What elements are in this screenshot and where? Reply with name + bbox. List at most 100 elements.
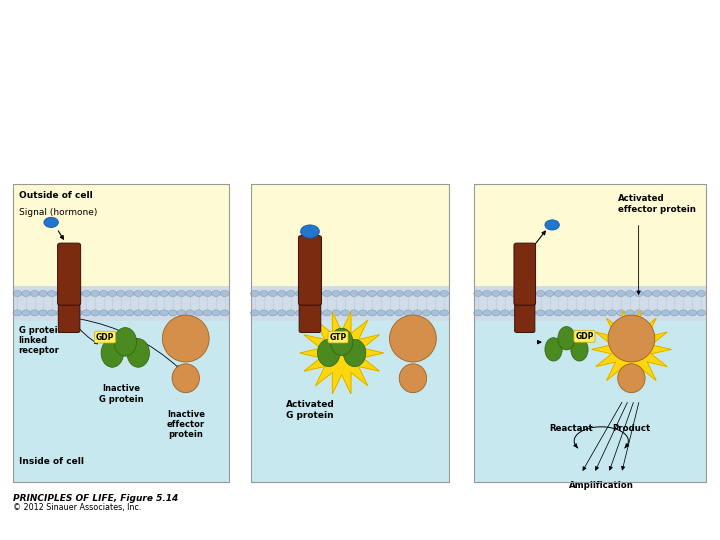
Circle shape [510, 310, 518, 316]
Circle shape [634, 291, 643, 296]
Circle shape [563, 310, 572, 316]
Circle shape [82, 291, 91, 296]
Circle shape [300, 225, 320, 238]
Circle shape [48, 310, 56, 316]
Circle shape [404, 291, 413, 296]
FancyBboxPatch shape [474, 184, 706, 303]
Circle shape [168, 310, 177, 316]
Circle shape [341, 310, 349, 316]
Text: Inactive
effector
protein: Inactive effector protein [167, 410, 204, 440]
Circle shape [652, 291, 661, 296]
Ellipse shape [545, 338, 562, 361]
Circle shape [305, 310, 313, 316]
Circle shape [48, 291, 56, 296]
Circle shape [269, 310, 277, 316]
Text: Amplification: Amplification [569, 481, 634, 490]
Circle shape [117, 310, 125, 316]
Circle shape [510, 291, 518, 296]
Circle shape [626, 291, 634, 296]
Circle shape [368, 310, 377, 316]
Circle shape [82, 310, 91, 316]
Circle shape [644, 291, 652, 296]
Ellipse shape [343, 339, 366, 367]
Circle shape [56, 310, 65, 316]
Text: GDP: GDP [575, 332, 594, 341]
Circle shape [73, 310, 82, 316]
Text: Product: Product [612, 424, 651, 433]
Ellipse shape [172, 364, 199, 393]
FancyBboxPatch shape [515, 302, 535, 333]
Circle shape [13, 291, 22, 296]
Circle shape [91, 291, 99, 296]
Ellipse shape [618, 364, 645, 393]
Circle shape [395, 310, 403, 316]
Circle shape [688, 291, 697, 296]
Text: PRINCIPLES OF LIFE, Figure 5.14: PRINCIPLES OF LIFE, Figure 5.14 [13, 494, 179, 503]
Circle shape [212, 310, 220, 316]
Circle shape [278, 291, 287, 296]
Circle shape [260, 291, 269, 296]
Circle shape [572, 291, 580, 296]
Circle shape [431, 310, 439, 316]
Circle shape [688, 310, 697, 316]
FancyBboxPatch shape [514, 243, 536, 305]
Ellipse shape [101, 339, 124, 367]
Circle shape [652, 310, 661, 316]
Circle shape [30, 291, 39, 296]
Circle shape [661, 310, 670, 316]
Circle shape [545, 291, 554, 296]
Circle shape [296, 310, 305, 316]
Circle shape [151, 291, 160, 296]
Circle shape [536, 310, 545, 316]
Text: Figure 5.14  A G Protein–Linked Receptor: Figure 5.14 A G Protein–Linked Receptor [9, 10, 321, 25]
FancyBboxPatch shape [251, 303, 449, 482]
Circle shape [679, 310, 688, 316]
Circle shape [117, 291, 125, 296]
Circle shape [30, 310, 39, 316]
Text: Outside of cell: Outside of cell [19, 192, 92, 200]
Circle shape [545, 310, 554, 316]
Circle shape [39, 291, 48, 296]
FancyBboxPatch shape [251, 184, 449, 303]
Circle shape [608, 310, 616, 316]
Circle shape [616, 291, 625, 296]
Circle shape [287, 310, 295, 316]
Circle shape [203, 310, 212, 316]
Circle shape [518, 291, 527, 296]
Circle shape [500, 310, 509, 316]
Circle shape [572, 310, 580, 316]
Circle shape [492, 291, 500, 296]
Circle shape [386, 310, 395, 316]
Circle shape [563, 291, 572, 296]
Ellipse shape [162, 315, 209, 362]
Circle shape [474, 310, 482, 316]
Circle shape [368, 291, 377, 296]
Ellipse shape [571, 338, 588, 361]
Circle shape [108, 291, 117, 296]
Circle shape [220, 310, 229, 316]
Circle shape [314, 310, 323, 316]
Circle shape [65, 291, 73, 296]
Circle shape [168, 291, 177, 296]
Circle shape [697, 310, 706, 316]
Circle shape [422, 310, 431, 316]
Circle shape [599, 291, 608, 296]
Circle shape [413, 291, 421, 296]
Circle shape [536, 291, 545, 296]
Ellipse shape [558, 327, 575, 350]
Circle shape [404, 310, 413, 316]
Circle shape [251, 310, 259, 316]
Circle shape [186, 291, 194, 296]
Polygon shape [300, 312, 384, 394]
Circle shape [91, 310, 99, 316]
Circle shape [73, 291, 82, 296]
Circle shape [260, 310, 269, 316]
FancyBboxPatch shape [299, 235, 322, 305]
FancyBboxPatch shape [13, 303, 229, 482]
Circle shape [143, 310, 151, 316]
Circle shape [670, 310, 679, 316]
Circle shape [125, 310, 134, 316]
Circle shape [554, 291, 563, 296]
Circle shape [581, 310, 590, 316]
Circle shape [634, 310, 643, 316]
